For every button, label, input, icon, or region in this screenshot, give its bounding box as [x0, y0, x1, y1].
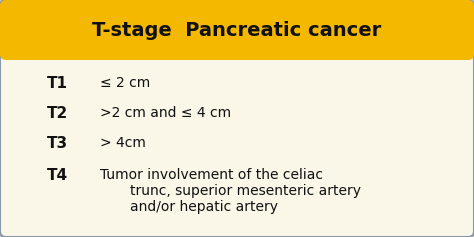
Text: T1: T1 — [47, 76, 68, 91]
Text: Tumor involvement of the celiac: Tumor involvement of the celiac — [100, 168, 323, 182]
Text: and/or hepatic artery: and/or hepatic artery — [130, 200, 278, 214]
Text: trunc, superior mesenteric artery: trunc, superior mesenteric artery — [130, 184, 361, 198]
Text: ≤ 2 cm: ≤ 2 cm — [100, 76, 150, 90]
Text: T4: T4 — [47, 168, 68, 182]
Text: T-stage  Pancreatic cancer: T-stage Pancreatic cancer — [92, 20, 382, 40]
FancyBboxPatch shape — [0, 0, 474, 60]
Bar — [6, 42, 468, 54]
Text: >2 cm and ≤ 4 cm: >2 cm and ≤ 4 cm — [100, 106, 231, 120]
Text: T2: T2 — [47, 105, 68, 120]
Text: > 4cm: > 4cm — [100, 136, 146, 150]
Text: T3: T3 — [47, 136, 68, 150]
